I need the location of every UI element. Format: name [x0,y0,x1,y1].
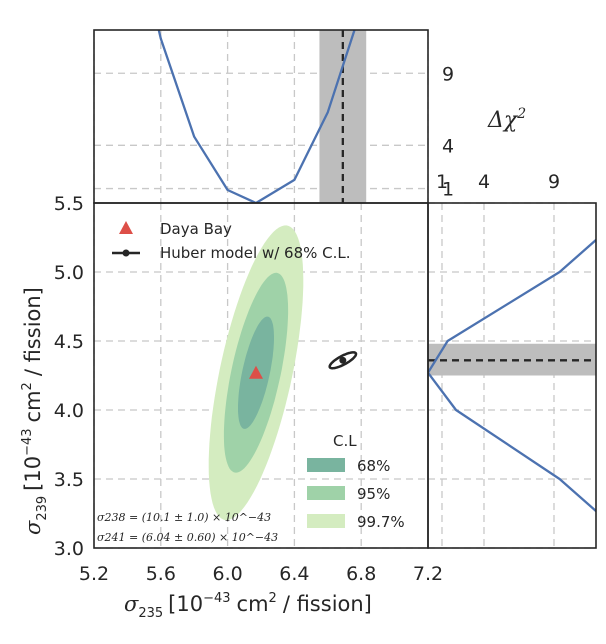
x-tick-labels: 5.2 5.6 6.0 6.4 6.8 7.2 [79,563,443,585]
legend-daya-bay-label: Daya Bay [160,220,232,238]
top-panel-tick-labels: 1 4 9 [442,63,454,200]
x-tick-label: 5.2 [79,563,109,585]
y-tick-label: 3.5 [54,469,84,491]
huber-contour [328,351,358,370]
y-tick-label: 5.0 [54,262,84,284]
sigma241-annotation: σ241 = (6.04 ± 0.60) × 10^−43 [97,531,278,544]
legend-huber-label: Huber model w/ 68% C.L. [160,244,351,262]
right-tick-label: 9 [548,171,560,193]
cl-legend-swatch-95 [307,486,345,500]
x-axis-label: σ235 [10−43 cm2/ fission] [124,591,372,621]
legend-daya-bay-marker [119,221,133,234]
right-delta-chi2-curve [428,238,596,513]
y-axis-label: σ239[10−43cm2/ fission] [20,287,50,535]
huber-point [339,356,347,364]
top-delta-chi2-curve [157,30,356,203]
y-tick-label: 3.0 [54,538,84,560]
right-tick-label: 4 [478,171,490,193]
cl-legend: C.L 68% 95% 99.7% [307,432,405,531]
confidence-contours [208,225,358,521]
x-tick-label: 7.2 [413,563,443,585]
y-tick-label: 5.5 [54,193,84,215]
right-delta-chi2-panel [428,238,596,513]
daya-bay-point [248,365,263,379]
y-tick-label: 4.5 [54,331,84,353]
right-tick-label: 1 [436,171,448,193]
sigma238-annotation: σ238 = (10.1 ± 1.0) × 10^−43 [97,511,271,524]
top-delta-chi2-panel [157,30,367,203]
right-plot-frame [427,202,597,549]
data-points [248,356,347,379]
cl-legend-label-997: 99.7% [357,513,405,531]
top-tick-label: 4 [442,135,454,157]
legend-huber-marker [122,249,130,257]
top-tick-label: 1 [442,179,454,201]
top-plot-frame [93,29,429,204]
y-tick-label: 4.0 [54,400,84,422]
top-tick-label: 9 [442,63,454,85]
x-tick-label: 5.6 [146,563,176,585]
y-tick-labels: 3.0 3.5 4.0 4.5 5.0 5.5 [54,193,84,560]
delta-chi2-label: Δχ2 [487,106,526,133]
x-tick-label: 6.0 [212,563,242,585]
cl-legend-label-68: 68% [357,457,390,475]
x-tick-label: 6.8 [346,563,376,585]
legend: Daya Bay Huber model w/ 68% C.L. [112,220,351,262]
cl-legend-title: C.L [333,432,357,450]
x-tick-label: 6.4 [279,563,309,585]
cl-legend-swatch-997 [307,514,345,528]
cl-legend-label-95: 95% [357,485,390,503]
cl-legend-swatch-68 [307,458,345,472]
right-panel-tick-labels: 1 4 9 [436,171,560,193]
